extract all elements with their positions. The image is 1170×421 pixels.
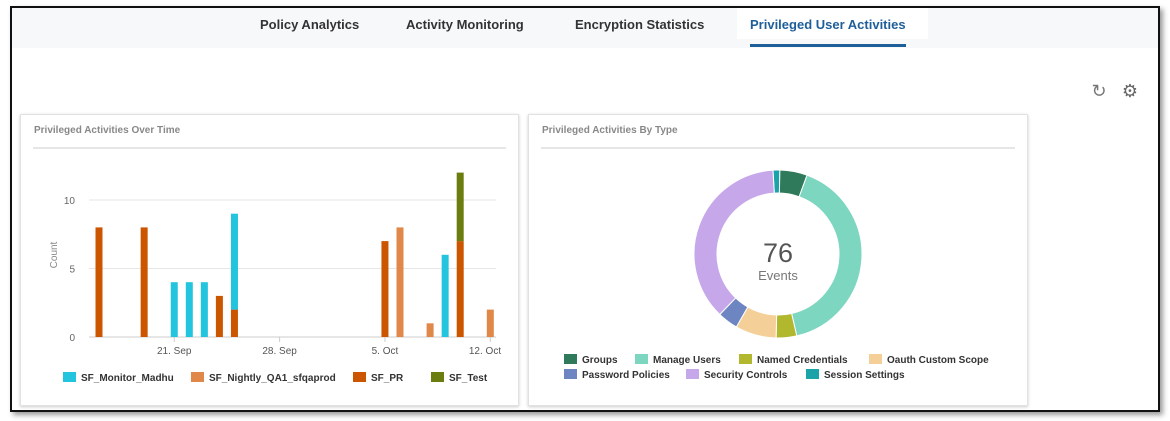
legend-swatch xyxy=(191,372,204,382)
x-tick-label: 12. Oct xyxy=(469,346,501,357)
over-time-card: Privileged Activities Over Time 0 5 10 Coun… xyxy=(20,114,519,406)
card-title: Privileged Activities Over Time xyxy=(34,125,181,136)
bar-sf-nightly-qa1-sfqaprod xyxy=(396,227,404,337)
bar-sf-pr xyxy=(95,227,103,337)
card-title: Privileged Activities By Type xyxy=(542,125,678,136)
by-type-card: Privileged Activities By Type 76 Events Gr… xyxy=(528,114,1028,406)
legend-swatch xyxy=(739,354,752,364)
bar-sf-pr xyxy=(215,295,223,337)
bar-sf-test xyxy=(456,172,464,242)
y-axis-label: Count xyxy=(49,241,60,268)
tab-activity-monitoring[interactable]: Activity Monitoring xyxy=(406,17,524,32)
center-label: Events xyxy=(758,268,798,283)
bar-sf-monitor-madhu xyxy=(200,282,208,337)
bar-sf-nightly-qa1-sfqaprod xyxy=(426,323,434,337)
tab-encryption-statistics[interactable]: Encryption Statistics xyxy=(575,17,705,32)
bar-sf-monitor-madhu xyxy=(230,213,238,310)
gear-icon[interactable]: ⚙ xyxy=(1121,81,1139,101)
legend-swatch xyxy=(686,369,699,379)
legend-item: SF_Nightly_QA1_sfqaprod xyxy=(209,373,336,384)
legend-item: Manage Users xyxy=(653,355,721,366)
legend-item: Oauth Custom Scope xyxy=(887,355,989,366)
center-value: 76 xyxy=(763,238,793,268)
bar-sf-monitor-madhu xyxy=(185,282,193,337)
legend-swatch xyxy=(431,372,444,382)
divider xyxy=(33,147,506,149)
tab-bar: Policy Analytics Activity Monitoring Enc… xyxy=(12,8,1158,48)
bar-sf-pr xyxy=(456,241,464,337)
legend-swatch xyxy=(806,369,819,379)
legend-item: Password Policies xyxy=(582,370,670,381)
legend-item: SF_Test xyxy=(449,373,488,384)
y-tick-label: 10 xyxy=(64,196,76,207)
bar-sf-monitor-madhu xyxy=(170,282,178,337)
tab-privileged-user-activities[interactable]: Privileged User Activities xyxy=(737,8,928,47)
legend-swatch xyxy=(564,354,577,364)
x-tick-label: 5. Oct xyxy=(372,346,399,357)
bar-sf-nightly-qa1-sfqaprod xyxy=(486,309,494,337)
refresh-icon[interactable]: ↻ xyxy=(1091,81,1107,101)
legend-item: SF_Monitor_Madhu xyxy=(81,373,174,384)
y-tick-label: 0 xyxy=(69,333,75,344)
active-tab-underline xyxy=(750,44,906,47)
legend-swatch xyxy=(635,354,648,364)
legend-item: Security Controls xyxy=(704,370,788,381)
x-tick-label: 21. Sep xyxy=(157,346,192,357)
slice-security-controls xyxy=(693,169,775,316)
legend-swatch xyxy=(63,372,76,382)
legend-item: Session Settings xyxy=(824,370,905,381)
bar-sf-monitor-madhu xyxy=(441,254,449,337)
legend-swatch xyxy=(869,354,882,364)
bar-chart: 0 5 10 Count 21. Sep 28. Sep 5. Oct 12. Oct SF_M… xyxy=(49,172,501,384)
legend-swatch xyxy=(564,369,577,379)
legend-swatch xyxy=(353,372,366,382)
divider xyxy=(541,147,1015,149)
bar-sf-pr xyxy=(140,227,148,337)
slice-manage-users xyxy=(791,174,863,337)
legend-item: Groups xyxy=(582,355,618,366)
dashboard-frame: Policy Analytics Activity Monitoring Enc… xyxy=(10,6,1160,412)
tab-label: Privileged User Activities xyxy=(750,17,906,32)
bar-sf-pr xyxy=(230,309,238,337)
x-tick-label: 28. Sep xyxy=(262,346,297,357)
bar-sf-pr xyxy=(381,241,389,337)
y-tick-label: 5 xyxy=(69,265,75,276)
legend-item: SF_PR xyxy=(371,373,404,384)
tab-policy-analytics[interactable]: Policy Analytics xyxy=(260,17,360,32)
legend-item: Named Credentials xyxy=(757,355,848,366)
